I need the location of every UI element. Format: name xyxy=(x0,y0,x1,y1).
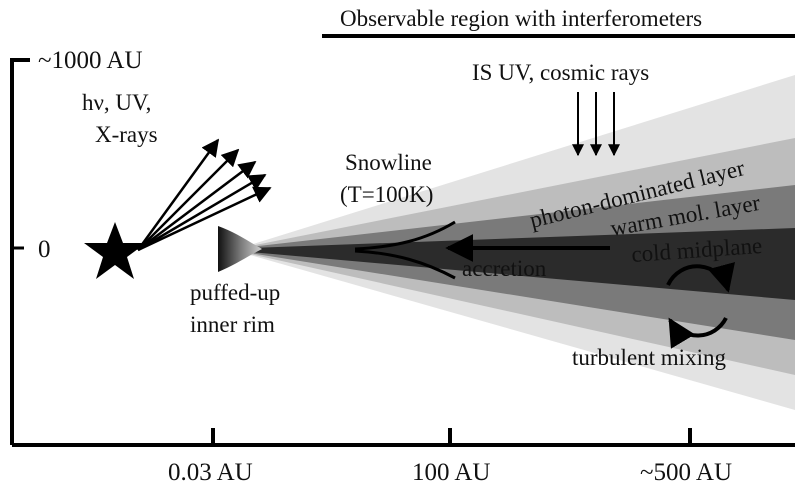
accretion-label: accretion xyxy=(462,256,547,281)
y-zero-label: 0 xyxy=(38,236,51,263)
radiation-label-line2: X-rays xyxy=(95,122,158,147)
inner-rim-shape xyxy=(218,226,262,272)
circular-arrows-icon xyxy=(666,262,735,349)
x-tick-label-3: ~500 AU xyxy=(640,459,732,486)
inner-rim-label-line2: inner rim xyxy=(190,312,275,337)
snowline-label-line1: Snowline xyxy=(345,150,432,175)
inner-rim-label-line1: puffed-up xyxy=(190,280,280,305)
is-uv-arrows xyxy=(572,92,620,157)
observable-region-label: Observable region with interferometers xyxy=(340,6,702,31)
x-tick-label-2: 100 AU xyxy=(412,459,490,486)
y-top-label: ~1000 AU xyxy=(38,47,143,74)
snowline-label-line2: (T=100K) xyxy=(340,182,433,207)
radiation-label-line1: hν, UV, xyxy=(82,90,151,115)
is-uv-label: IS UV, cosmic rays xyxy=(472,60,649,85)
star-icon xyxy=(84,222,146,279)
turbulent-mixing-label: turbulent mixing xyxy=(572,345,726,370)
snowline-curves xyxy=(354,220,456,280)
radiation-arrows xyxy=(136,138,272,252)
x-tick-label-1: 0.03 AU xyxy=(168,459,253,486)
